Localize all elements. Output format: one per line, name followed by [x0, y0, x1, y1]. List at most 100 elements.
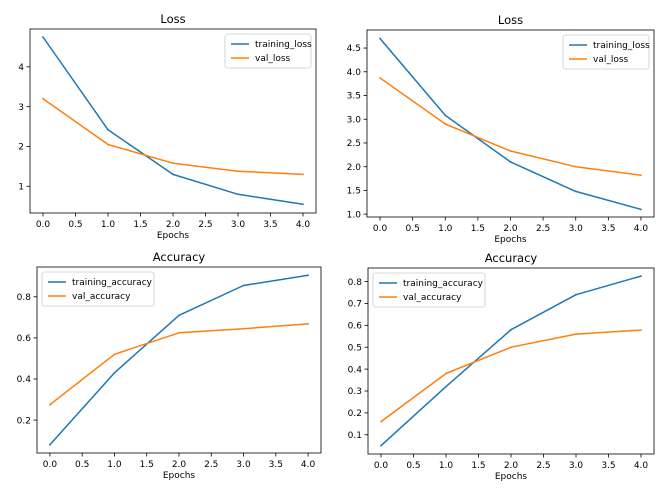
data-point-val_accuracy — [575, 333, 577, 335]
x-tick-label: 2.5 — [536, 461, 550, 471]
series-line-val_loss — [379, 77, 642, 176]
x-tick-label: 3.0 — [569, 224, 584, 234]
y-tick-label: 2 — [18, 143, 24, 153]
x-tick-label: 3.5 — [601, 224, 615, 234]
legend: training_accuracy val_accuracy — [41, 271, 155, 307]
y-tick-label: 4.5 — [347, 44, 361, 54]
y-tick-label: 3 — [18, 103, 24, 113]
y-tick-label: 0.6 — [17, 334, 32, 344]
data-point-val_accuracy — [49, 403, 51, 406]
x-tick-label: 0.5 — [405, 224, 419, 234]
legend-label: training_accuracy — [72, 278, 153, 288]
data-point-val_loss — [42, 97, 44, 100]
x-tick-label: 4.0 — [296, 220, 311, 230]
legend: training_accuracy val_accuracy — [372, 272, 486, 308]
x-tick-label: 0.0 — [36, 220, 51, 230]
x-tick-label: 2.0 — [504, 461, 519, 471]
x-tick-label: 0.0 — [373, 224, 388, 234]
y-tick-label: 0.7 — [348, 300, 362, 310]
legend-label: val_accuracy — [403, 293, 462, 303]
legend-label: val_accuracy — [72, 292, 131, 302]
x-tick-label: 1.5 — [471, 461, 485, 471]
y-tick-label: 3.5 — [347, 92, 361, 102]
x-axis-label: Epochs — [163, 471, 196, 481]
data-point-val_accuracy — [113, 353, 116, 356]
data-point-val_loss — [172, 162, 174, 165]
x-tick-label: 2.0 — [172, 460, 187, 470]
y-tick-label: 1.0 — [347, 210, 362, 220]
x-tick-label: 4.0 — [634, 224, 649, 234]
x-tick-label: 1.5 — [471, 224, 485, 234]
x-tick-label: 3.0 — [236, 460, 251, 470]
data-point-val_loss — [509, 150, 512, 152]
y-tick-label: 3.0 — [347, 115, 362, 125]
data-point-training_loss — [640, 208, 642, 211]
data-point-val_loss — [379, 77, 381, 79]
chart-title: Accuracy — [153, 250, 206, 264]
data-point-val_loss — [237, 170, 239, 173]
data-point-val_loss — [107, 143, 109, 146]
x-tick-label: 1.5 — [133, 220, 147, 230]
data-point-training_accuracy — [307, 274, 309, 277]
legend-box — [41, 271, 155, 307]
data-point-val_accuracy — [380, 420, 382, 423]
y-tick-label: 0.4 — [348, 365, 363, 375]
chart-title: Accuracy — [485, 251, 538, 265]
data-point-training_loss — [574, 190, 577, 193]
data-point-training_loss — [237, 193, 239, 196]
data-point-training_loss — [379, 37, 381, 40]
data-point-val_loss — [640, 174, 642, 177]
x-tick-label: 1.0 — [107, 460, 122, 470]
chart-title: Loss — [160, 12, 185, 26]
x-axis-label: Epochs — [157, 231, 190, 241]
legend-box — [224, 33, 312, 69]
legend-box — [562, 34, 650, 70]
data-point-training_accuracy — [113, 371, 116, 374]
data-point-training_accuracy — [49, 443, 51, 446]
x-tick-label: 0.0 — [374, 461, 389, 471]
legend-label: training_accuracy — [403, 279, 484, 289]
x-tick-label: 4.0 — [634, 461, 649, 471]
data-point-val_accuracy — [178, 331, 180, 334]
y-tick-label: 1.5 — [347, 187, 361, 197]
data-point-val_loss — [444, 123, 447, 125]
data-point-val_accuracy — [510, 346, 512, 349]
x-tick-label: 3.5 — [601, 461, 615, 471]
data-point-training_accuracy — [242, 284, 245, 287]
data-point-training_loss — [107, 128, 109, 131]
y-tick-label: 0.1 — [348, 431, 362, 441]
y-tick-label: 0.3 — [348, 387, 362, 397]
x-axis-label: Epochs — [494, 235, 527, 245]
x-tick-label: 3.0 — [569, 461, 584, 471]
subplot-2: Loss 0.0 0.5 1.0 1.5 2.0 2.5 3.0 3.5 4.0 1.0 1.5 2.0… — [347, 13, 655, 245]
y-tick-label: 4.0 — [347, 68, 362, 78]
data-point-val_accuracy — [640, 329, 642, 332]
data-point-training_loss — [509, 161, 512, 163]
data-point-training_loss — [444, 114, 447, 117]
x-tick-label: 2.0 — [166, 220, 181, 230]
x-tick-label: 2.0 — [503, 224, 518, 234]
data-point-val_accuracy — [307, 323, 309, 325]
y-tick-label: 0.2 — [17, 416, 31, 426]
x-tick-label: 3.5 — [263, 220, 277, 230]
y-tick-label: 0.2 — [348, 409, 362, 419]
y-tick-label: 0.8 — [17, 293, 32, 303]
x-tick-label: 3.0 — [231, 220, 246, 230]
data-point-training_accuracy — [575, 293, 577, 296]
y-tick-label: 0.6 — [348, 322, 363, 332]
y-tick-label: 2.5 — [347, 139, 361, 149]
y-tick-label: 1 — [18, 183, 24, 193]
legend-label: training_loss — [593, 41, 650, 51]
legend-label: val_loss — [255, 54, 291, 64]
x-tick-label: 1.0 — [101, 220, 116, 230]
y-tick-label: 0.5 — [348, 343, 362, 353]
x-axis-label: Epochs — [495, 472, 528, 482]
subplot-4: Accuracy 0.0 0.5 1.0 1.5 2.0 2.5 3.0 3.5 4.0 0.1 0.… — [348, 251, 655, 482]
x-tick-label: 0.5 — [75, 460, 89, 470]
y-tick-label: 0.4 — [17, 375, 32, 385]
data-point-training_accuracy — [445, 385, 447, 388]
subplot-3: Accuracy 0.0 0.5 1.0 1.5 2.0 2.5 3.0 3.5 4.0 0.2 0.… — [17, 250, 322, 481]
legend-label: val_loss — [593, 55, 629, 65]
legend: training_loss val_loss — [224, 33, 312, 69]
data-point-val_loss — [574, 165, 577, 168]
